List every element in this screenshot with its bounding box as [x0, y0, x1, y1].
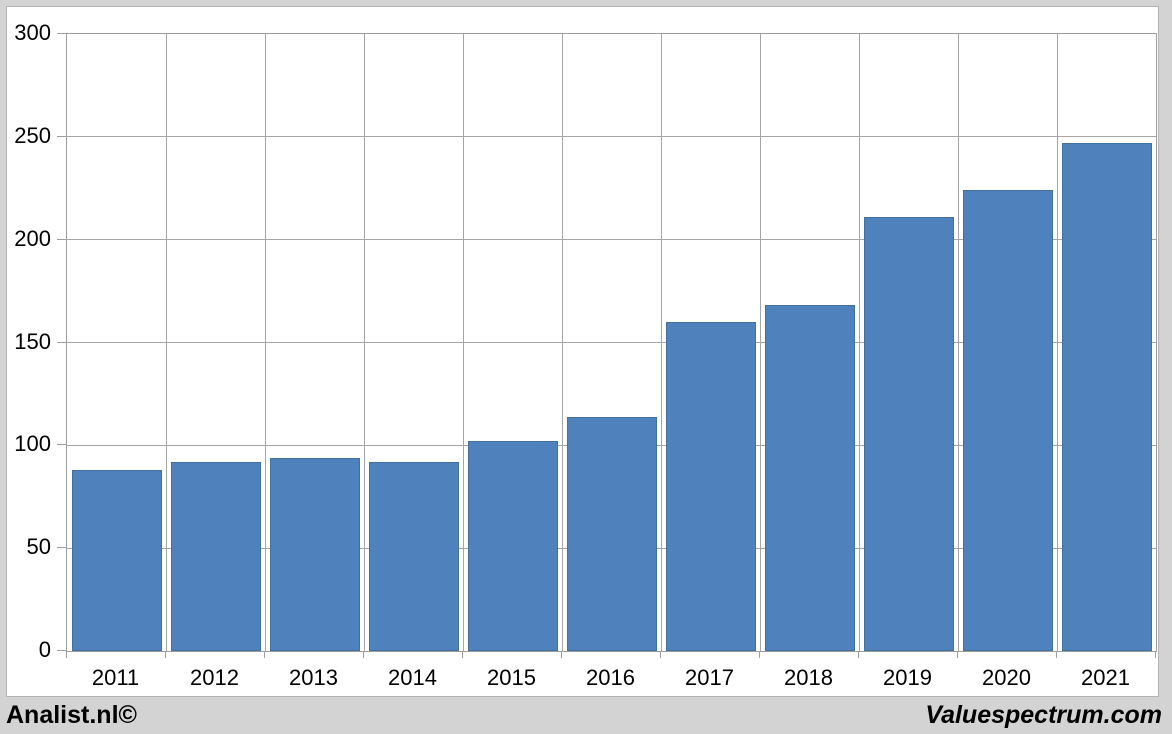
y-tick-mark-150: [57, 341, 66, 343]
v-gridline-5: [561, 34, 563, 651]
y-tick-mark-50: [57, 547, 66, 549]
v-gridline-2: [264, 34, 266, 651]
x-tick-mark-4: [462, 651, 463, 658]
bar-2017: [665, 321, 756, 651]
x-tick-label-2013: 2013: [289, 665, 338, 690]
x-tick-mark-9: [957, 651, 958, 658]
y-tick-label-200: 200: [14, 225, 51, 251]
x-tick-mark-5: [561, 651, 562, 658]
bar-2016: [566, 416, 657, 651]
bar-2013: [269, 457, 360, 651]
v-gridline-10: [1056, 34, 1058, 651]
h-gridline-200: [67, 239, 1156, 241]
v-gridline-8: [858, 34, 860, 651]
x-tick-label-2019: 2019: [883, 665, 932, 690]
x-tick-label-2021: 2021: [1081, 665, 1130, 690]
x-tick-mark-2: [264, 651, 265, 658]
x-tick-label-2017: 2017: [685, 665, 734, 690]
x-tick-label-2016: 2016: [586, 665, 635, 690]
x-tick-label-2012: 2012: [190, 665, 239, 690]
bar-2021: [1061, 143, 1152, 651]
bar-2018: [764, 305, 855, 651]
y-tick-mark-250: [57, 135, 66, 137]
v-gridline-1: [165, 34, 167, 651]
v-gridline-6: [660, 34, 662, 651]
y-tick-label-50: 50: [26, 534, 51, 560]
y-tick-mark-200: [57, 238, 66, 240]
y-tick-label-0: 0: [38, 637, 51, 662]
chart-panel: 0 50 100 150 200 250 300 2011 2012 2013 2014 2015 2…: [6, 6, 1159, 697]
v-gridline-3: [363, 34, 365, 651]
x-tick-mark-1: [165, 651, 166, 658]
bar-2014: [368, 461, 459, 651]
analist-brand-label: Analist.nl©: [6, 700, 137, 729]
v-gridline-4: [462, 34, 464, 651]
x-tick-mark-7: [759, 651, 760, 658]
valuespectrum-brand-label: Valuespectrum.com: [925, 700, 1162, 729]
x-tick-label-2020: 2020: [982, 665, 1031, 690]
v-gridline-7: [759, 34, 761, 651]
bar-2020: [962, 190, 1053, 651]
y-tick-label-300: 300: [14, 20, 51, 45]
x-tick-mark-6: [660, 651, 661, 658]
x-tick-mark-3: [363, 651, 364, 658]
x-tick-label-2015: 2015: [487, 665, 536, 690]
plot-area: [66, 33, 1157, 652]
bar-2011: [71, 470, 162, 651]
y-tick-label-150: 150: [14, 328, 51, 354]
y-tick-mark-300: [57, 33, 66, 34]
bar-2015: [467, 441, 558, 651]
y-tick-mark-0: [57, 650, 66, 651]
x-tick-mark-11: [1155, 651, 1156, 658]
x-tick-label-2018: 2018: [784, 665, 833, 690]
bar-2019: [863, 217, 954, 651]
y-tick-label-250: 250: [14, 122, 51, 148]
x-tick-mark-8: [858, 651, 859, 658]
h-gridline-150: [67, 342, 1156, 343]
x-tick-mark-10: [1056, 651, 1057, 658]
bar-2012: [170, 461, 261, 651]
x-tick-label-2011: 2011: [91, 665, 140, 690]
y-tick-mark-100: [57, 444, 66, 446]
y-tick-label-100: 100: [14, 431, 51, 457]
x-tick-mark-0: [66, 651, 67, 658]
x-tick-label-2014: 2014: [388, 665, 437, 690]
footer-bar: Analist.nl© Valuespectrum.com: [0, 698, 1172, 734]
v-gridline-9: [957, 34, 959, 651]
h-gridline-250: [67, 136, 1156, 138]
